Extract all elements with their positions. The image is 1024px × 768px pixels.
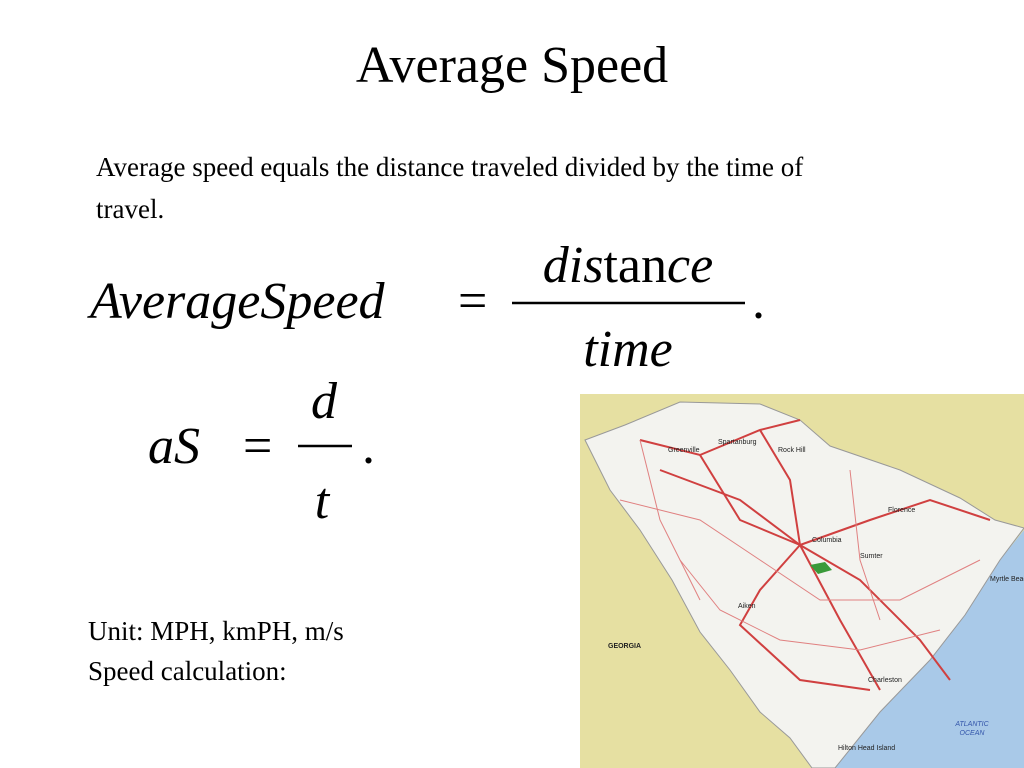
lake (810, 562, 832, 574)
eq2-numerator: d (311, 373, 338, 430)
eq1-lhs: AverageSpeed (87, 273, 386, 330)
state (584, 401, 1024, 768)
map-label: OCEAN (960, 730, 986, 737)
eq1-numerator: distance (543, 237, 713, 294)
eq2-denominator: t (315, 473, 331, 530)
map-label: Greenville (668, 447, 700, 454)
map-label: Sumter (860, 553, 883, 560)
note: Speed calculation: (88, 656, 287, 686)
eq1-num-part: dis (543, 237, 604, 294)
ocean (835, 530, 1024, 768)
eq1-end: . (752, 273, 765, 330)
eq2-end: . (362, 418, 375, 475)
map-label: Florence (888, 507, 915, 514)
map: GEORGIA ATLANTIC OCEAN Columbia Charleston Hi… (580, 394, 1024, 768)
map-label: Aiken (738, 603, 756, 610)
eq2-equals: = (243, 418, 272, 475)
eq1-equals: = (458, 273, 487, 330)
eq1-num-part: tan (603, 237, 667, 294)
map-label: Spartanburg (718, 439, 757, 446)
note: Unit: MPH, kmPH, m/s (88, 616, 344, 646)
eq1-denominator: time (583, 321, 673, 378)
map-label: Charleston (868, 677, 902, 684)
map-label: ATLANTIC (954, 721, 989, 728)
slide-title: Average Speed (355, 37, 669, 94)
map-label: GEORGIA (608, 643, 641, 650)
map-label: Rock Hill (778, 447, 806, 454)
paragraph: Average speed equals the distance travel… (96, 152, 804, 224)
map-label: Columbia (812, 537, 842, 544)
map-label: Myrtle Beach (990, 576, 1024, 583)
roads (639, 419, 991, 691)
eq2-lhs: aS (148, 418, 200, 475)
eq1-num-part: ce (667, 237, 713, 294)
minor-roads (619, 439, 981, 651)
map-label: Hilton Head Island (838, 745, 895, 752)
